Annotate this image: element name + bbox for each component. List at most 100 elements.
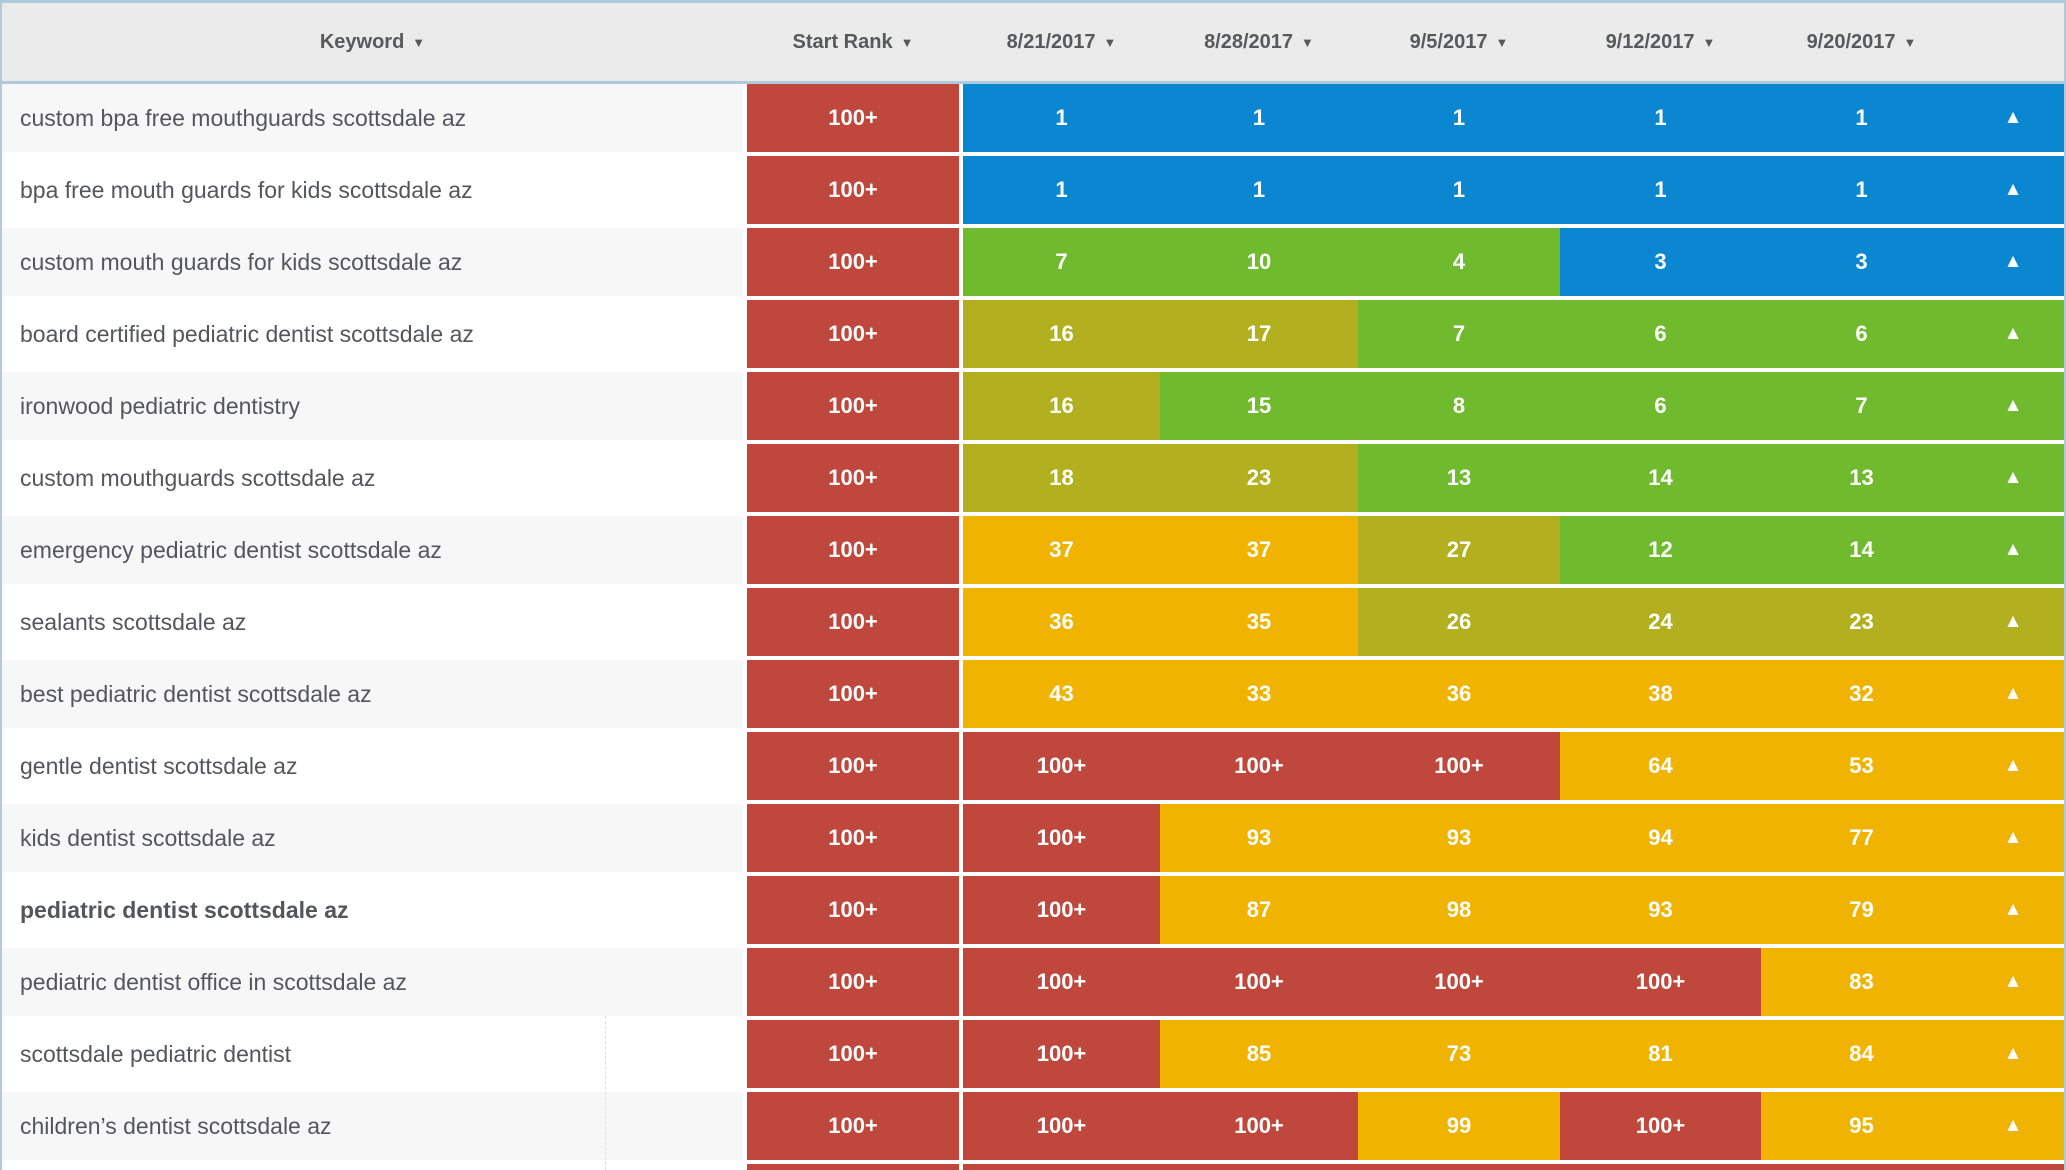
- rank-cell-date-1: 7: [963, 228, 1160, 296]
- rank-cell-date-5: [1761, 1164, 1962, 1170]
- keyword-cell[interactable]: custom bpa free mouthguards scottsdale a…: [2, 84, 743, 152]
- column-gap: [743, 516, 747, 584]
- table-row: kids dentist scottsdale az 100+ 100+ 93 …: [2, 804, 2064, 872]
- rank-cell-date-1: 100+: [963, 876, 1160, 944]
- trend-up-icon: ▲: [1962, 228, 2064, 296]
- sort-desc-icon: ▼: [412, 34, 426, 50]
- start-rank-cell: 100+: [747, 948, 959, 1016]
- rank-cell-date-4: 100+: [1560, 948, 1761, 1016]
- rank-cell-date-2: 100+: [1160, 1092, 1358, 1160]
- keyword-cell[interactable]: kids dentist scottsdale az: [2, 804, 743, 872]
- keyword-cell[interactable]: custom mouthguards scottsdale az: [2, 444, 743, 512]
- rank-cell-date-1: 43: [963, 660, 1160, 728]
- column-header-label: 9/12/2017: [1605, 30, 1695, 53]
- trend-up-icon: ▲: [1962, 84, 2064, 152]
- column-header-date-2[interactable]: 8/28/2017 ▼: [1160, 31, 1358, 54]
- column-header-date-4[interactable]: 9/12/2017 ▼: [1560, 31, 1761, 54]
- rank-cell-date-1: 16: [963, 372, 1160, 440]
- rank-cell-date-3: 100+: [1358, 948, 1560, 1016]
- keyword-cell[interactable]: best pediatric dentist scottsdale az: [2, 660, 743, 728]
- rank-cell-date-2: 100+: [1160, 732, 1358, 800]
- trend-up-icon: ▲: [1962, 804, 2064, 872]
- rank-cell-date-3: 36: [1358, 660, 1560, 728]
- rank-cell-date-3: 7: [1358, 300, 1560, 368]
- start-rank-cell: 100+: [747, 1020, 959, 1088]
- table-row: custom mouth guards for kids scottsdale …: [2, 228, 2064, 296]
- column-gap: [743, 660, 747, 728]
- column-gap: [743, 1092, 747, 1160]
- column-header-date-3[interactable]: 9/5/2017 ▼: [1358, 31, 1560, 54]
- rank-cell-date-4: [1560, 1164, 1761, 1170]
- column-header-keyword[interactable]: Keyword ▼: [2, 31, 743, 54]
- keyword-cell[interactable]: bpa free mouth guards for kids scottsdal…: [2, 156, 743, 224]
- column-gap: [743, 804, 747, 872]
- keyword-cell[interactable]: pediatric dentist scottsdale az: [2, 876, 743, 944]
- table-row: board certified pediatric dentist scotts…: [2, 300, 2064, 368]
- column-gap: [959, 1020, 963, 1088]
- table-row: pediatric dentist office in scottsdale a…: [2, 948, 2064, 1016]
- column-header-label: 8/21/2017: [1006, 30, 1096, 53]
- keyword-cell[interactable]: sealants scottsdale az: [2, 588, 743, 656]
- rank-cell-date-1: 100+: [963, 948, 1160, 1016]
- keyword-cell[interactable]: ironwood pediatric dentistry: [2, 372, 743, 440]
- rank-cell-date-3: 1: [1358, 84, 1560, 152]
- column-gap: [743, 156, 747, 224]
- column-header-date-1[interactable]: 8/21/2017 ▼: [963, 31, 1160, 54]
- sort-desc-icon: ▼: [1903, 34, 1917, 50]
- rank-cell-date-2: 1: [1160, 156, 1358, 224]
- rank-cell-date-5: 79: [1761, 876, 1962, 944]
- rank-cell-date-2: [1160, 1164, 1358, 1170]
- rank-cell-date-3: 93: [1358, 804, 1560, 872]
- trend-up-icon: ▲: [1962, 300, 2064, 368]
- keyword-cell[interactable]: gentle dentist scottsdale az: [2, 732, 743, 800]
- rank-cell-date-2: 15: [1160, 372, 1358, 440]
- keyword-cell[interactable]: emergency pediatric dentist scottsdale a…: [2, 516, 743, 584]
- rank-cell-date-5: 1: [1761, 84, 1962, 152]
- column-gap: [959, 660, 963, 728]
- trend-up-icon: ▲: [1962, 660, 2064, 728]
- table-row: ironwood pediatric dentistry 100+ 16 15 …: [2, 372, 2064, 440]
- rank-cell-date-1: [963, 1164, 1160, 1170]
- trend-up-icon: ▲: [1962, 516, 2064, 584]
- rank-cell-date-1: 100+: [963, 1020, 1160, 1088]
- start-rank-cell: 100+: [747, 228, 959, 296]
- rank-cell-date-4: 6: [1560, 300, 1761, 368]
- rank-cell-date-5: 84: [1761, 1020, 1962, 1088]
- table-row: custom bpa free mouthguards scottsdale a…: [2, 84, 2064, 152]
- start-rank-cell: [747, 1164, 959, 1170]
- column-gap: [959, 84, 963, 152]
- rank-cell-date-3: 100+: [1358, 732, 1560, 800]
- keyword-cell[interactable]: board certified pediatric dentist scotts…: [2, 300, 743, 368]
- column-header-label: 9/20/2017: [1806, 30, 1896, 53]
- rank-cell-date-2: 35: [1160, 588, 1358, 656]
- keyword-cell[interactable]: custom mouth guards for kids scottsdale …: [2, 228, 743, 296]
- keyword-cell[interactable]: scottsdale pediatric dentist: [2, 1020, 743, 1088]
- start-rank-cell: 100+: [747, 300, 959, 368]
- rank-cell-date-1: 100+: [963, 804, 1160, 872]
- column-gap: [743, 1164, 747, 1170]
- start-rank-cell: 100+: [747, 660, 959, 728]
- start-rank-cell: 100+: [747, 84, 959, 152]
- keyword-cell[interactable]: children’s dentist scottsdale az: [2, 1092, 743, 1160]
- rank-cell-date-3: 27: [1358, 516, 1560, 584]
- table-row-partial: [2, 1164, 2064, 1170]
- start-rank-cell: 100+: [747, 588, 959, 656]
- column-gap: [743, 732, 747, 800]
- column-gap: [959, 876, 963, 944]
- rank-cell-date-1: 100+: [963, 732, 1160, 800]
- column-gap: [959, 516, 963, 584]
- column-header-date-5[interactable]: 9/20/2017 ▼: [1761, 31, 1962, 54]
- column-gap: [743, 588, 747, 656]
- table-row: custom mouthguards scottsdale az 100+ 18…: [2, 444, 2064, 512]
- keyword-cell[interactable]: pediatric dentist office in scottsdale a…: [2, 948, 743, 1016]
- keyword-cell[interactable]: [2, 1164, 743, 1170]
- rank-cell-date-3: 4: [1358, 228, 1560, 296]
- rank-cell-date-5: 32: [1761, 660, 1962, 728]
- rank-cell-date-3: [1358, 1164, 1560, 1170]
- rank-cell-date-4: 24: [1560, 588, 1761, 656]
- rank-cell-date-2: 100+: [1160, 948, 1358, 1016]
- table-row: bpa free mouth guards for kids scottsdal…: [2, 156, 2064, 224]
- column-header-label: 8/28/2017: [1204, 30, 1294, 53]
- table-row: sealants scottsdale az 100+ 36 35 26 24 …: [2, 588, 2064, 656]
- column-header-start-rank[interactable]: Start Rank ▼: [747, 31, 959, 54]
